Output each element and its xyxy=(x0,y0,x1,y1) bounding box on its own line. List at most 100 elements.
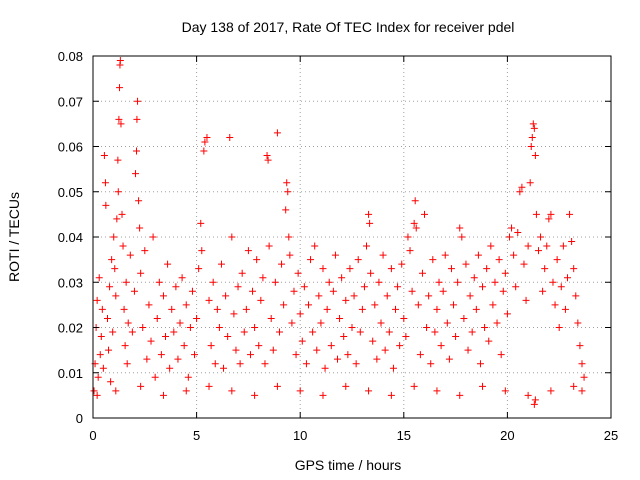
data-point xyxy=(159,292,167,300)
data-point xyxy=(108,256,116,264)
data-point xyxy=(392,305,400,313)
data-point xyxy=(273,129,281,137)
data-point xyxy=(479,283,487,291)
data-point xyxy=(346,265,354,273)
data-point xyxy=(501,387,509,395)
y-tick-label: 0.05 xyxy=(58,185,83,200)
data-point xyxy=(547,210,555,218)
data-point xyxy=(143,355,151,363)
data-point xyxy=(203,133,211,141)
data-point xyxy=(282,206,290,214)
data-point xyxy=(300,283,308,291)
data-point xyxy=(547,387,555,395)
data-point xyxy=(508,224,516,232)
data-point xyxy=(151,373,159,381)
data-point xyxy=(545,215,553,223)
data-point xyxy=(578,360,586,368)
data-point xyxy=(524,242,532,250)
data-point xyxy=(222,292,230,300)
data-point xyxy=(298,337,306,345)
data-point xyxy=(285,233,293,241)
data-point xyxy=(149,233,157,241)
data-point xyxy=(450,301,458,309)
data-point xyxy=(499,287,507,295)
y-tick-label: 0.01 xyxy=(58,366,83,381)
data-point xyxy=(209,278,217,286)
data-point xyxy=(124,319,132,327)
data-point xyxy=(447,265,455,273)
data-point xyxy=(234,283,242,291)
data-point xyxy=(348,324,356,331)
data-point xyxy=(95,274,103,282)
data-point xyxy=(157,351,165,359)
data-point xyxy=(263,152,271,160)
data-point xyxy=(578,387,586,395)
data-point xyxy=(570,265,578,273)
data-point xyxy=(354,256,362,264)
data-point xyxy=(197,219,205,227)
chart-title: Day 138 of 2017, Rate Of TEC Index for r… xyxy=(182,19,515,35)
data-point xyxy=(441,251,449,259)
data-point xyxy=(489,301,497,309)
data-point xyxy=(236,360,244,368)
data-point xyxy=(106,283,114,291)
data-point xyxy=(130,287,138,295)
data-point xyxy=(445,355,453,363)
data-point xyxy=(402,333,410,341)
data-point xyxy=(410,219,418,227)
data-point xyxy=(131,170,139,178)
data-point xyxy=(201,138,209,146)
x-tick-label: 10 xyxy=(293,428,307,443)
data-point xyxy=(404,233,412,241)
data-point xyxy=(572,292,580,300)
data-point xyxy=(211,360,219,368)
data-point xyxy=(174,355,182,363)
data-point xyxy=(454,278,462,286)
data-point xyxy=(123,360,131,368)
data-point xyxy=(398,260,406,268)
data-point xyxy=(319,391,327,399)
data-point xyxy=(134,97,142,105)
data-point xyxy=(458,233,466,241)
y-tick-label: 0.06 xyxy=(58,140,83,155)
data-point xyxy=(184,373,192,381)
data-point xyxy=(116,84,124,92)
data-point xyxy=(264,156,272,164)
data-point xyxy=(294,269,302,277)
data-point xyxy=(472,305,480,313)
x-axis-label: GPS time / hours xyxy=(295,457,402,473)
data-point xyxy=(531,396,539,404)
data-point xyxy=(470,274,478,282)
data-point xyxy=(323,305,331,313)
data-point xyxy=(375,278,383,286)
data-point xyxy=(360,283,368,291)
y-tick-label: 0.02 xyxy=(58,321,83,336)
data-point xyxy=(379,251,387,259)
data-point xyxy=(505,233,513,241)
data-point xyxy=(553,256,561,264)
data-point xyxy=(302,360,310,368)
data-point xyxy=(198,247,206,255)
data-point xyxy=(115,115,123,123)
data-point xyxy=(483,265,491,273)
x-tick-label: 25 xyxy=(604,428,618,443)
data-point xyxy=(249,287,257,295)
data-point xyxy=(107,378,115,386)
data-point xyxy=(456,391,464,399)
data-point xyxy=(180,342,188,350)
data-point xyxy=(267,314,275,322)
data-point xyxy=(164,260,172,268)
data-point xyxy=(230,310,238,318)
data-point xyxy=(491,278,499,286)
data-point xyxy=(182,301,190,309)
data-point xyxy=(135,197,143,205)
data-point xyxy=(119,242,127,250)
data-point xyxy=(367,269,375,277)
data-point xyxy=(531,152,539,160)
data-point xyxy=(340,333,348,341)
data-point xyxy=(551,301,559,309)
data-point xyxy=(265,242,273,250)
data-point xyxy=(563,274,571,282)
data-point xyxy=(549,278,557,286)
